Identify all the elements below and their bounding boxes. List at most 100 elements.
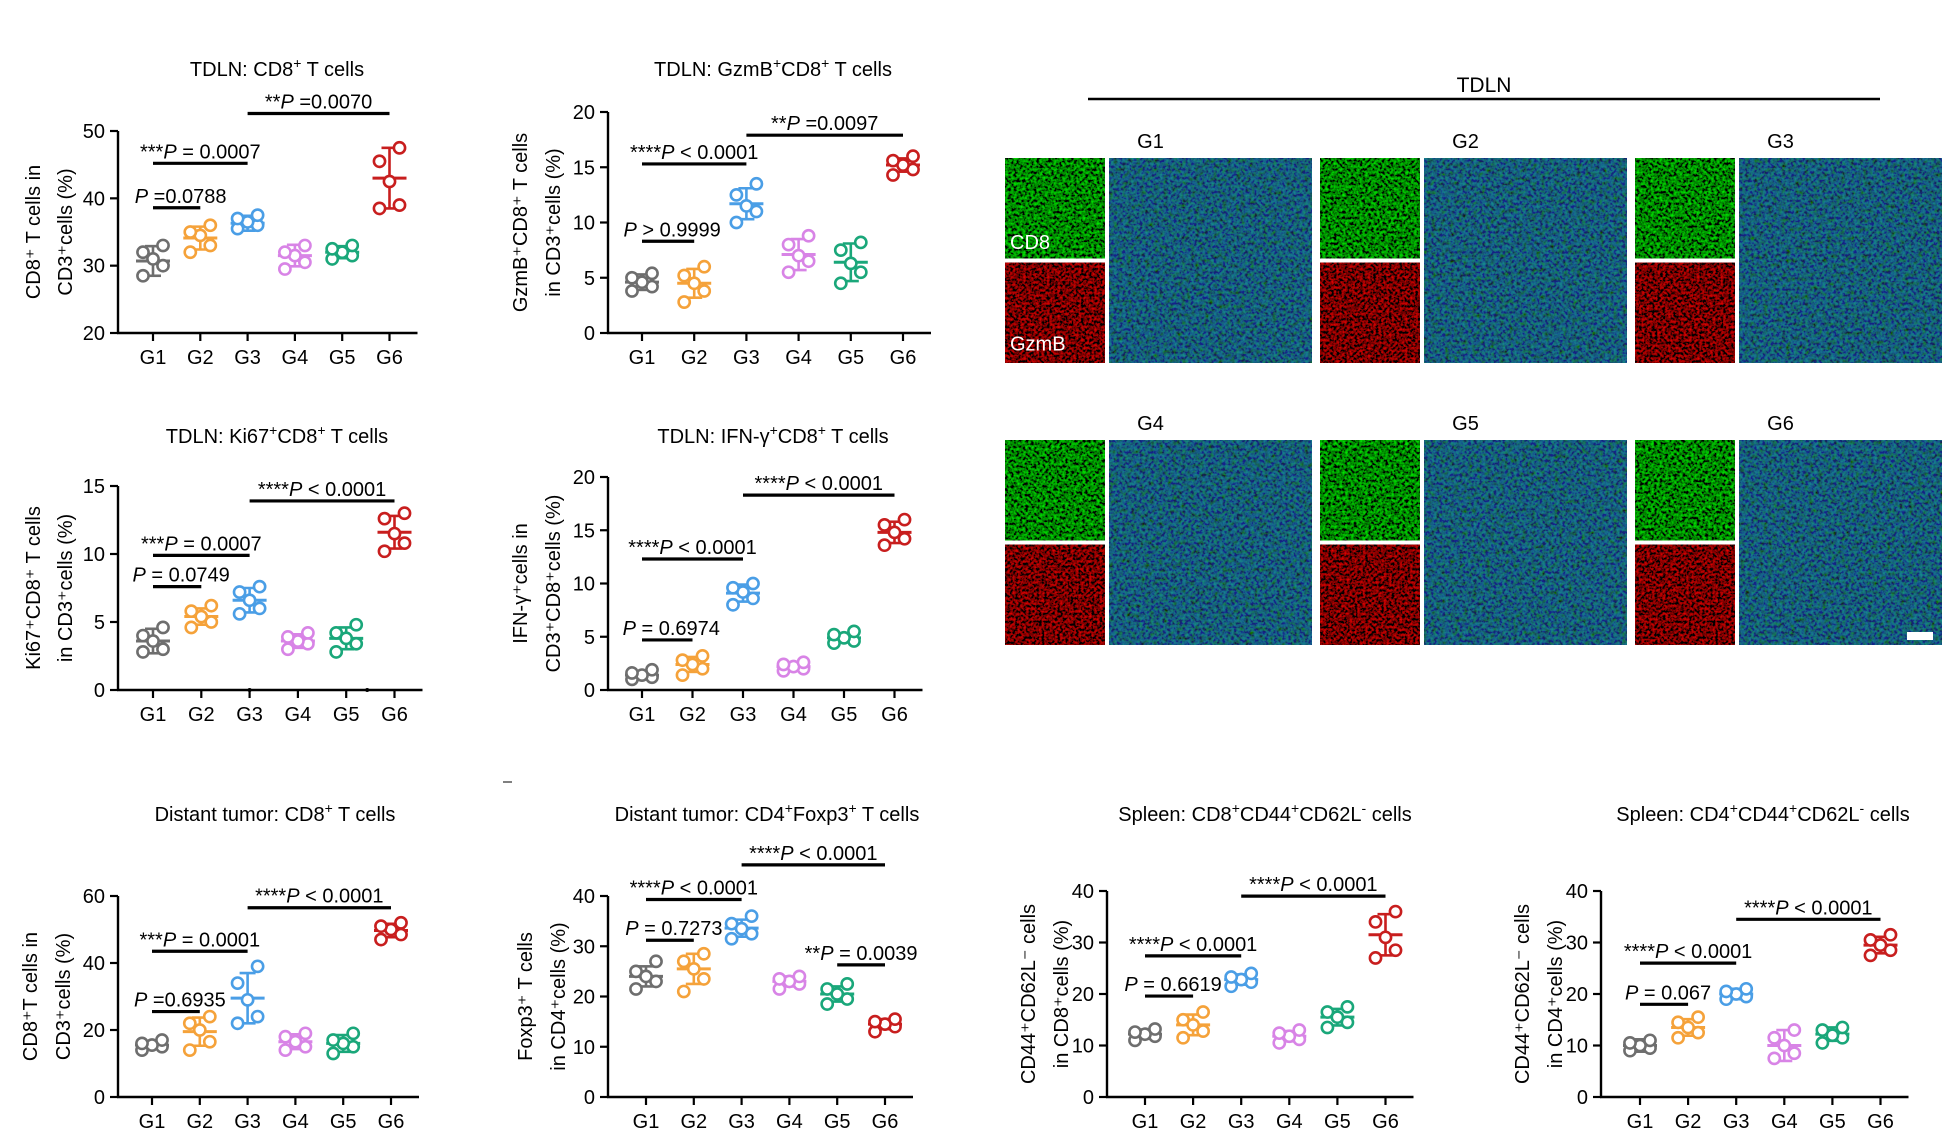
data-point <box>297 255 312 270</box>
data-point <box>240 992 255 1007</box>
data-point <box>1863 933 1878 947</box>
p-value: = 0.067 <box>1638 982 1711 1004</box>
x-tick-label: G3 <box>1228 1111 1255 1133</box>
data-point <box>203 218 218 233</box>
title-superscript: + <box>325 800 333 816</box>
chart-panel-1: TDLN: CD8+ T cells CD8⁺ T cells in CD3⁺cel… <box>23 55 418 369</box>
group-G6 <box>372 140 407 216</box>
x-tick-label: G6 <box>872 1111 899 1133</box>
y-axis-label: CD8⁺ T cells in <box>23 165 45 299</box>
data-point <box>392 140 407 155</box>
p-value-label: ****P < 0.0001 <box>628 537 756 559</box>
y-tick-label: 10 <box>573 1037 595 1059</box>
x-tick-label: G6 <box>378 1111 405 1133</box>
p-value: < 0.0001 <box>1789 897 1873 919</box>
data-point <box>372 154 387 169</box>
p-symbol: P <box>780 843 794 865</box>
x-tick-label: G1 <box>629 347 656 369</box>
p-value: = 0.6619 <box>1138 974 1222 996</box>
micrograph-G5: G5 <box>1320 413 1627 645</box>
data-point <box>625 666 639 680</box>
data-point <box>156 620 170 635</box>
merge-overlay <box>1109 440 1312 645</box>
micrograph-group-label: G6 <box>1767 413 1794 435</box>
y-tick-label: 30 <box>83 256 105 278</box>
data-point <box>820 982 835 996</box>
p-symbol: P <box>661 878 675 900</box>
p-symbol: P <box>1655 941 1669 963</box>
data-point <box>1320 1020 1335 1035</box>
x-tick-label: G3 <box>728 1111 755 1133</box>
title-text: T cells <box>333 804 396 826</box>
data-point <box>346 1026 361 1041</box>
title-superscript: + <box>293 55 301 71</box>
data-point <box>791 248 806 263</box>
x-tick-label: G3 <box>733 347 760 369</box>
data-point <box>146 252 160 266</box>
p-symbol: P <box>164 533 178 555</box>
p-value: > 0.9999 <box>637 219 721 241</box>
title-text: TDLN: IFN-γ <box>657 426 769 448</box>
group-G2 <box>1176 1005 1211 1045</box>
data-point <box>325 241 340 256</box>
significance-annotation: P > 0.9999 <box>623 219 721 243</box>
data-point <box>326 1046 341 1061</box>
group-G2 <box>183 218 218 260</box>
data-point <box>242 593 257 608</box>
p-value: < 0.0001 <box>794 843 878 865</box>
group-G3 <box>724 909 759 946</box>
chart-panel-6: Distant tumor: CD4+Foxp3+ T cellsFoxp3⁺ … <box>515 800 919 1133</box>
data-point <box>696 972 711 986</box>
data-point <box>1671 1015 1685 1030</box>
significance-stars: **** <box>255 886 286 908</box>
y-tick-label: 40 <box>1072 881 1094 903</box>
gzmb-channel-image <box>1635 544 1735 645</box>
data-point <box>853 235 868 250</box>
x-tick-label: G2 <box>188 704 215 726</box>
gzmb-channel-image <box>1635 262 1735 363</box>
data-point <box>232 585 247 599</box>
p-value-label: **P = 0.0039 <box>805 943 918 965</box>
y-tick-label: 20 <box>1072 984 1094 1006</box>
x-tick-label: G1 <box>139 1111 166 1133</box>
significance-stars: **** <box>628 537 659 559</box>
data-point <box>329 645 344 659</box>
group-G2 <box>1671 1010 1706 1045</box>
y-tick-label: 30 <box>573 936 595 958</box>
cd8-channel-image <box>1320 440 1420 541</box>
p-value: = 0.0039 <box>834 943 918 965</box>
x-tick-label: G2 <box>681 347 708 369</box>
significance-annotation: **P = 0.0039 <box>805 943 918 967</box>
y-axis-label: CD3⁺CD8⁺cells (%) <box>543 495 565 673</box>
data-point <box>1719 984 1734 999</box>
data-point <box>397 506 412 521</box>
p-value: < 0.0001 <box>1668 941 1752 963</box>
y-axis-label: Ki67⁺CD8⁺ T cells <box>23 506 45 670</box>
p-value: < 0.0001 <box>673 537 757 559</box>
y-tick-label: 10 <box>1566 1036 1588 1058</box>
data-point <box>155 1033 169 1047</box>
gzmb-channel-image <box>1005 544 1105 645</box>
data-point <box>277 245 292 260</box>
significance-stars: **** <box>630 878 661 900</box>
significance-stars: **** <box>749 843 780 865</box>
data-point <box>645 266 659 281</box>
group-G5 <box>820 977 855 1011</box>
group-G6 <box>868 1012 902 1039</box>
data-point <box>392 198 407 212</box>
p-value-label: ****P < 0.0001 <box>1249 874 1377 896</box>
data-point <box>847 624 861 639</box>
data-point <box>629 964 643 979</box>
title-text: T cells <box>857 804 920 826</box>
data-point <box>1176 1030 1190 1045</box>
x-tick-label: G4 <box>785 347 812 369</box>
group-G6 <box>1863 927 1898 963</box>
micrograph-group-label: G1 <box>1137 131 1164 153</box>
data-point <box>724 916 739 931</box>
p-symbol: P <box>286 886 300 908</box>
data-point <box>1148 1022 1162 1036</box>
y-tick-label: 0 <box>584 680 595 702</box>
p-value-label: ***P = 0.0007 <box>140 141 261 163</box>
significance-annotation: ****P < 0.0001 <box>1624 941 1752 965</box>
data-point <box>1272 1026 1287 1041</box>
